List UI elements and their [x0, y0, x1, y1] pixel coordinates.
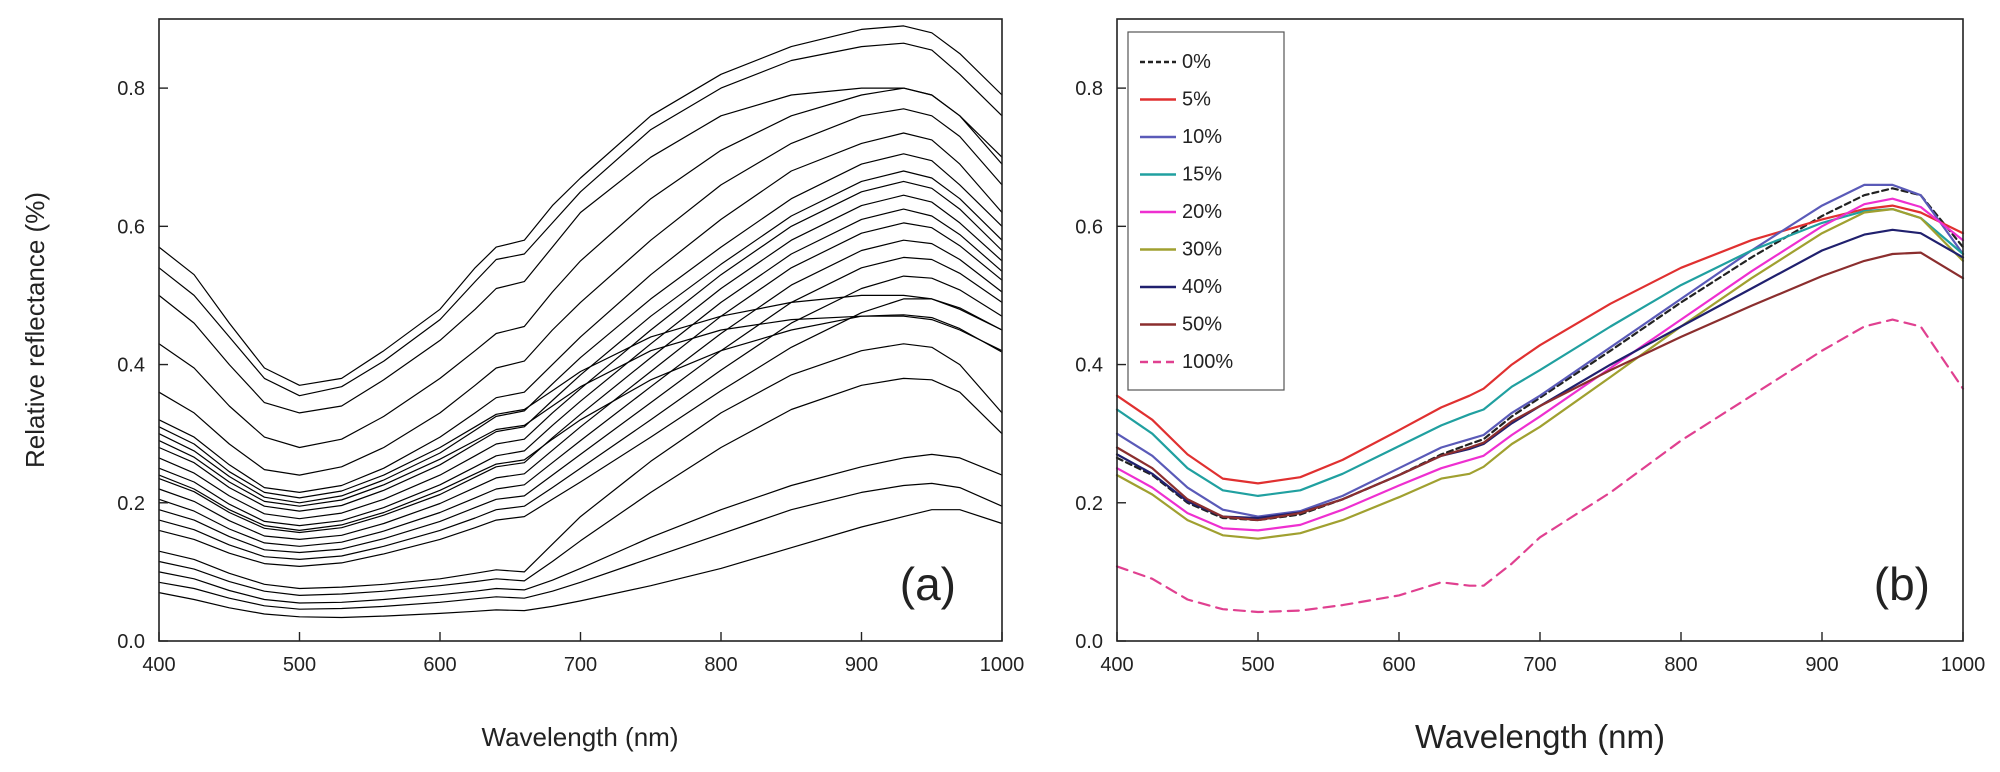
- panel-a-x-tick-label: 700: [564, 654, 597, 676]
- panel-b-series-line-3: [1115, 183, 1965, 518]
- panel-b-y-tick-label: 0.4: [1075, 355, 1103, 377]
- panel-a-series-line-10: [158, 194, 1003, 527]
- panel-a-series-line-2: [158, 42, 1003, 397]
- panel-a-x-axis-title: Wavelength (nm): [482, 722, 679, 752]
- panel-a-series-line-8: [158, 170, 1003, 512]
- panel-a-x-tick-label: 400: [142, 654, 175, 676]
- legend-label: 15%: [1182, 164, 1222, 186]
- panel-b-x-axis-title: Wavelength (nm): [1415, 718, 1665, 755]
- panel-b-y-tick-label: 0.0: [1075, 631, 1103, 653]
- legend-label: 30%: [1182, 239, 1222, 261]
- panel-a-label: (a): [900, 558, 956, 610]
- panel-a-series-line-17: [158, 294, 1003, 499]
- panel-a-series-line-9: [158, 180, 1003, 520]
- panel-a-series-line-4: [158, 87, 1003, 449]
- panel-a-series-line-24: [158, 509, 1003, 619]
- panel-a-series-line-20: [158, 343, 1003, 590]
- panel-a-y-axis-title: Relative reflectance (%): [20, 192, 50, 468]
- panel-b-x-ticks: 400 500 600 700 800 900 1000: [1100, 632, 1985, 676]
- panel-b-x-tick-label: 900: [1805, 654, 1838, 676]
- panel-b-x-tick-label: 800: [1664, 654, 1697, 676]
- panel-a-series-line-13: [158, 239, 1003, 547]
- panel-a-x-tick-label: 1000: [980, 654, 1025, 676]
- panel-b-label: (b): [1874, 558, 1930, 610]
- panel-a-series: [158, 25, 1003, 619]
- legend-label: 20%: [1182, 201, 1222, 223]
- panel-a-series-line-7: [158, 153, 1003, 504]
- panel-a: 400 500 600 700 800 900 1000 0.0 0.2 0.4 0.6 0.8 (…: [20, 18, 1024, 752]
- panel-b-y-tick-label: 0.8: [1075, 78, 1103, 100]
- panel-a-series-line-14: [158, 256, 1003, 554]
- panel-a-y-tick-label: 0.0: [117, 631, 145, 653]
- panel-a-series-line-19: [158, 314, 1003, 531]
- panel-a-x-tick-label: 600: [423, 654, 456, 676]
- legend-items: 0% 5% 10% 15% 20% 30% 40% 50% 100%: [1140, 51, 1233, 373]
- panel-a-y-tick-label: 0.4: [117, 355, 145, 377]
- panel-a-series-line-16: [158, 298, 1003, 567]
- legend-label: 0%: [1182, 51, 1211, 73]
- panel-b-series-line-8: [1115, 251, 1965, 522]
- legend-label: 100%: [1182, 351, 1233, 373]
- panel-a-x-ticks: 400 500 600 700 800 900 1000: [142, 632, 1024, 676]
- panel-a-series-line-5: [158, 108, 1003, 476]
- panel-b-y-tick-label: 0.2: [1075, 493, 1103, 515]
- legend-label: 5%: [1182, 89, 1211, 111]
- panel-a-series-line-22: [158, 453, 1003, 604]
- panel-b-series: [1115, 183, 1965, 614]
- panel-a-series-line-12: [158, 222, 1003, 540]
- panel-b-x-tick-label: 600: [1382, 654, 1415, 676]
- panel-a-series-line-6: [158, 132, 1003, 493]
- panel-a-y-tick-label: 0.6: [117, 216, 145, 238]
- panel-b-x-tick-label: 700: [1523, 654, 1556, 676]
- panel-b-x-tick-label: 400: [1100, 654, 1133, 676]
- panel-a-series-line-23: [158, 482, 1003, 610]
- panel-a-x-tick-label: 800: [704, 654, 737, 676]
- panel-b-series-line-4: [1115, 208, 1965, 497]
- panel-b-series-line-6: [1115, 208, 1965, 540]
- panel-a-y-tick-label: 0.8: [117, 78, 145, 100]
- panel-a-series-line-18: [158, 315, 1003, 507]
- legend: 0% 5% 10% 15% 20% 30% 40% 50% 100%: [1127, 31, 1285, 391]
- panel-a-frame: [158, 18, 1003, 642]
- panel-b-x-tick-label: 1000: [1941, 654, 1986, 676]
- legend-label: 50%: [1182, 314, 1222, 336]
- panel-a-y-tick-label: 0.2: [117, 493, 145, 515]
- panel-a-series-line-1: [158, 25, 1003, 386]
- legend-label: 10%: [1182, 126, 1222, 148]
- legend-label: 40%: [1182, 276, 1222, 298]
- panel-b: 400 500 600 700 800 900 1000 0.0 0.2 0.4 0.6 0.8 (…: [1075, 18, 1985, 755]
- panel-b-series-line-9: [1115, 318, 1965, 614]
- panel-b-y-ticks: 0.0 0.2 0.4 0.6 0.8: [1075, 78, 1126, 653]
- panel-a-series-line-11: [158, 208, 1003, 534]
- panel-b-series-line-5: [1115, 197, 1965, 532]
- panel-a-x-tick-label: 500: [283, 654, 316, 676]
- panel-b-x-tick-label: 500: [1241, 654, 1274, 676]
- panel-a-series-line-3: [158, 87, 1003, 414]
- panel-a-y-ticks: 0.0 0.2 0.4 0.6 0.8: [117, 78, 168, 653]
- panel-b-y-tick-label: 0.6: [1075, 216, 1103, 238]
- panel-a-series-line-15: [158, 275, 1003, 560]
- panel-a-series-line-21: [158, 377, 1003, 596]
- panel-a-x-tick-label: 900: [845, 654, 878, 676]
